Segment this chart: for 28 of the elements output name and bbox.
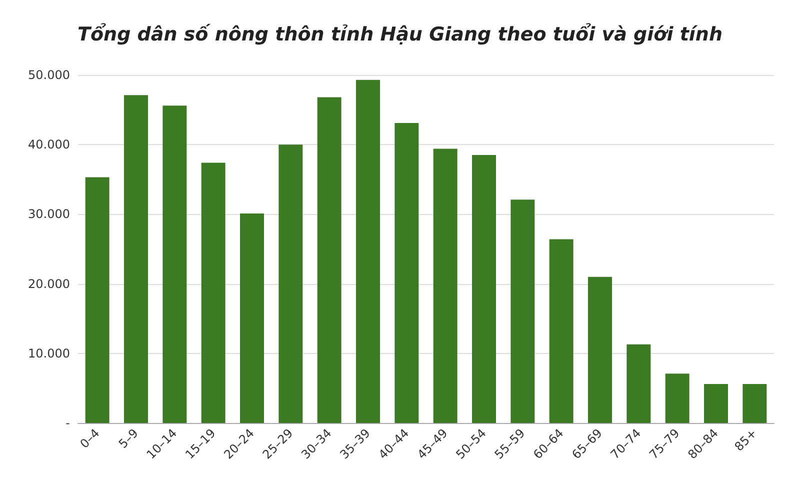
bar [626, 344, 651, 423]
bar [162, 106, 187, 423]
y-tick-label: 40.000 [28, 138, 70, 152]
bar [665, 374, 690, 423]
bar [317, 97, 342, 423]
bar [201, 162, 226, 423]
bar [85, 177, 110, 423]
bar [356, 80, 380, 423]
bar [124, 95, 148, 423]
bar [742, 384, 767, 423]
bar [510, 200, 535, 423]
y-tick-label: 20.000 [28, 276, 70, 291]
x-tick-label: 0–4 [77, 426, 102, 451]
chart-title: Tổng dân số nông thôn tỉnh Hậu Giang theo tuổi và giới tính [78, 22, 722, 46]
y-tick-label: - [66, 416, 70, 430]
bar [394, 123, 419, 423]
x-tick-label: 5–9 [116, 426, 141, 451]
y-tick-label: 30.000 [28, 207, 70, 222]
bar [433, 148, 458, 423]
bar [588, 276, 612, 423]
x-tick-label: 85+ [732, 426, 760, 454]
y-tick-label: 10.000 [28, 346, 70, 360]
bar [278, 144, 303, 423]
y-tick-label: 50.000 [28, 68, 70, 82]
bar [704, 384, 728, 423]
bar [549, 239, 574, 423]
bar [472, 155, 496, 423]
bar [240, 214, 264, 423]
